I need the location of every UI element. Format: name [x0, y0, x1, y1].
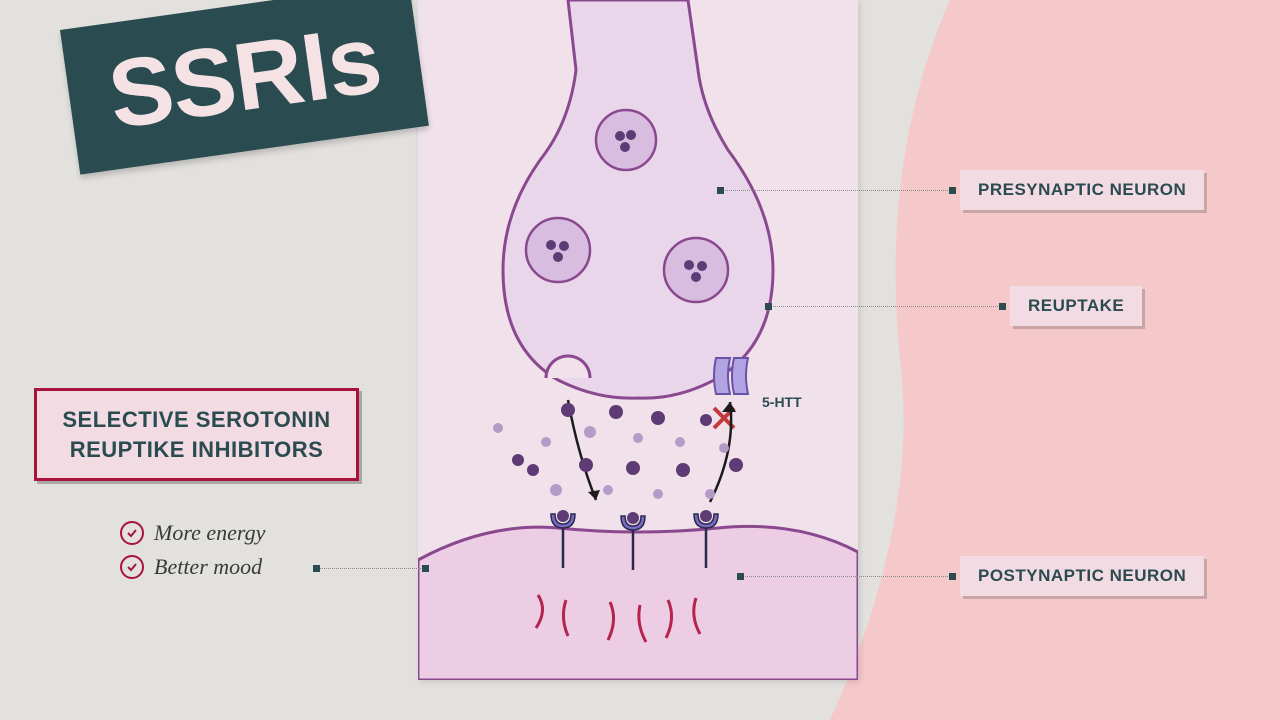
leader-line — [316, 568, 425, 569]
leader-dot — [949, 187, 956, 194]
label-reuptake: REUPTAKE — [1010, 286, 1142, 326]
title-text: SSRIs — [102, 5, 387, 149]
leader-dot — [999, 303, 1006, 310]
leader-dot — [949, 573, 956, 580]
check-icon — [120, 521, 144, 545]
leader-dot — [422, 565, 429, 572]
leader-dot — [313, 565, 320, 572]
subtitle-line1: SELECTIVE SEROTONIN — [55, 405, 338, 435]
leader-dot — [717, 187, 724, 194]
subtitle-line2: REUPTIKE INHIBITORS — [55, 435, 338, 465]
leader-line — [720, 190, 952, 191]
synapse-diagram-panel — [418, 0, 858, 680]
check-item: Better mood — [120, 554, 265, 580]
check-label: More energy — [154, 520, 265, 546]
benefits-checklist: More energy Better mood — [120, 520, 265, 588]
label-text: PRESYNAPTIC NEURON — [978, 180, 1186, 199]
check-item: More energy — [120, 520, 265, 546]
check-label: Better mood — [154, 554, 262, 580]
subtitle-box: SELECTIVE SEROTONIN REUPTIKE INHIBITORS — [34, 388, 359, 481]
label-postsynaptic: POSTYNAPTIC NEURON — [960, 556, 1204, 596]
check-icon — [120, 555, 144, 579]
leader-line — [768, 306, 1002, 307]
label-text: 5-HTT — [762, 394, 802, 410]
synapse-svg — [418, 0, 858, 680]
label-5htt: 5-HTT — [762, 394, 802, 410]
leader-dot — [765, 303, 772, 310]
label-text: POSTYNAPTIC NEURON — [978, 566, 1186, 585]
leader-dot — [737, 573, 744, 580]
label-text: REUPTAKE — [1028, 296, 1124, 315]
leader-line — [740, 576, 952, 577]
infographic-canvas: SSRIs SELECTIVE SEROTONIN REUPTIKE INHIB… — [0, 0, 1280, 720]
postsynaptic-neuron — [418, 526, 858, 680]
label-presynaptic: PRESYNAPTIC NEURON — [960, 170, 1204, 210]
